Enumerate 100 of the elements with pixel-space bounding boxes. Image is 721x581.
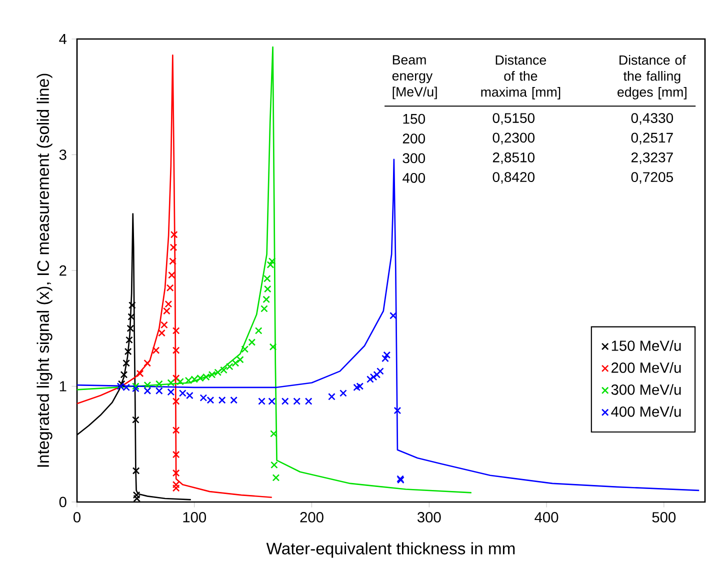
- x-axis-title: Water-equivalent thickness in mm: [266, 542, 515, 558]
- annotation: 0,4330: [631, 113, 674, 125]
- point: [166, 284, 174, 292]
- annotation: 300: [402, 153, 426, 164]
- point: [172, 326, 180, 334]
- point: [366, 376, 374, 383]
- x-tick-label: 300: [417, 512, 441, 522]
- point: [132, 491, 140, 499]
- line-series: [76, 46, 472, 494]
- point: [218, 396, 226, 404]
- point: [133, 494, 141, 502]
- line-series: [76, 54, 273, 498]
- point: [260, 305, 268, 312]
- x-tick-label: 0: [73, 512, 80, 522]
- point: [164, 300, 172, 308]
- point: [132, 384, 140, 392]
- point: [356, 382, 364, 390]
- point: [272, 474, 280, 482]
- legend-label: 400 MeV/u: [611, 406, 681, 417]
- y-tick-label: 3: [59, 150, 66, 160]
- y-tick-label: 0: [59, 496, 66, 508]
- point: [248, 338, 256, 346]
- annotation: Beam energy [MeV/u]: [392, 55, 437, 100]
- point: [172, 484, 180, 492]
- point: [124, 348, 132, 356]
- point: [132, 382, 140, 390]
- point: [136, 370, 144, 378]
- point: [126, 336, 133, 344]
- legend-label: 200 MeV/u: [612, 362, 681, 373]
- annotation: 200: [402, 134, 426, 144]
- point: [370, 373, 378, 381]
- point: [230, 396, 238, 404]
- point: [155, 380, 163, 388]
- point: [172, 469, 180, 477]
- point: [373, 370, 381, 378]
- point: [304, 398, 312, 405]
- point: [155, 387, 163, 395]
- point: [120, 370, 128, 378]
- point: [266, 261, 274, 268]
- x-tick-label: 500: [652, 512, 676, 522]
- point: [172, 426, 180, 434]
- y-tick-label: 2: [60, 265, 66, 276]
- point: [281, 398, 289, 405]
- point: [144, 359, 152, 367]
- point: [263, 274, 271, 282]
- point: [390, 312, 397, 320]
- point: [160, 321, 168, 329]
- point: [128, 313, 136, 320]
- point: [241, 346, 249, 353]
- point: [236, 356, 244, 364]
- point: [293, 398, 301, 405]
- annotation: 0,7205: [631, 172, 673, 184]
- x-tick-label: 400: [534, 512, 558, 522]
- point: [172, 480, 180, 488]
- point: [128, 302, 136, 309]
- annotation: 150: [403, 114, 426, 124]
- point: [394, 406, 402, 414]
- point: [353, 384, 361, 392]
- annotation: 2,8510: [492, 152, 535, 164]
- point: [170, 244, 178, 252]
- point: [232, 359, 240, 367]
- point: [376, 368, 384, 375]
- x-tick-label: 100: [183, 512, 206, 522]
- point: [262, 296, 270, 304]
- point: [126, 324, 134, 332]
- point: [167, 388, 175, 396]
- annotation: 0,2517: [631, 132, 673, 144]
- point: [144, 381, 152, 389]
- y-tick-label: 1: [60, 381, 66, 392]
- annotation: 0,8420: [492, 172, 535, 184]
- legend-label: 300 MeV/u: [611, 384, 681, 395]
- point: [383, 351, 391, 359]
- y-tick-label: 4: [59, 34, 67, 44]
- point: [144, 387, 152, 395]
- point: [258, 398, 266, 405]
- point: [172, 450, 180, 458]
- point: [268, 258, 276, 265]
- point: [328, 392, 336, 400]
- point: [163, 307, 170, 315]
- y-axis-title: Integrated light signal (x), IC measurement (solid line): [36, 74, 52, 467]
- point: [340, 390, 347, 397]
- point: [172, 374, 180, 382]
- point: [158, 329, 166, 337]
- point: [270, 430, 278, 438]
- annotation: Distance of the maxima [mm]: [481, 54, 560, 100]
- annotation: 0,2300: [492, 132, 535, 144]
- point: [132, 467, 140, 474]
- x-tick-label: 200: [300, 512, 324, 522]
- point: [269, 343, 277, 351]
- point: [264, 285, 272, 293]
- legend-label: 150 MeV/u: [612, 340, 681, 351]
- point: [268, 398, 276, 405]
- point: [169, 258, 176, 265]
- point: [172, 346, 180, 354]
- point: [170, 230, 178, 238]
- point: [168, 271, 176, 279]
- annotation: Distance of the falling edges [mm]: [618, 54, 686, 100]
- annotation: 2,3237: [631, 152, 673, 164]
- point: [226, 362, 234, 370]
- annotation: 400: [402, 172, 426, 183]
